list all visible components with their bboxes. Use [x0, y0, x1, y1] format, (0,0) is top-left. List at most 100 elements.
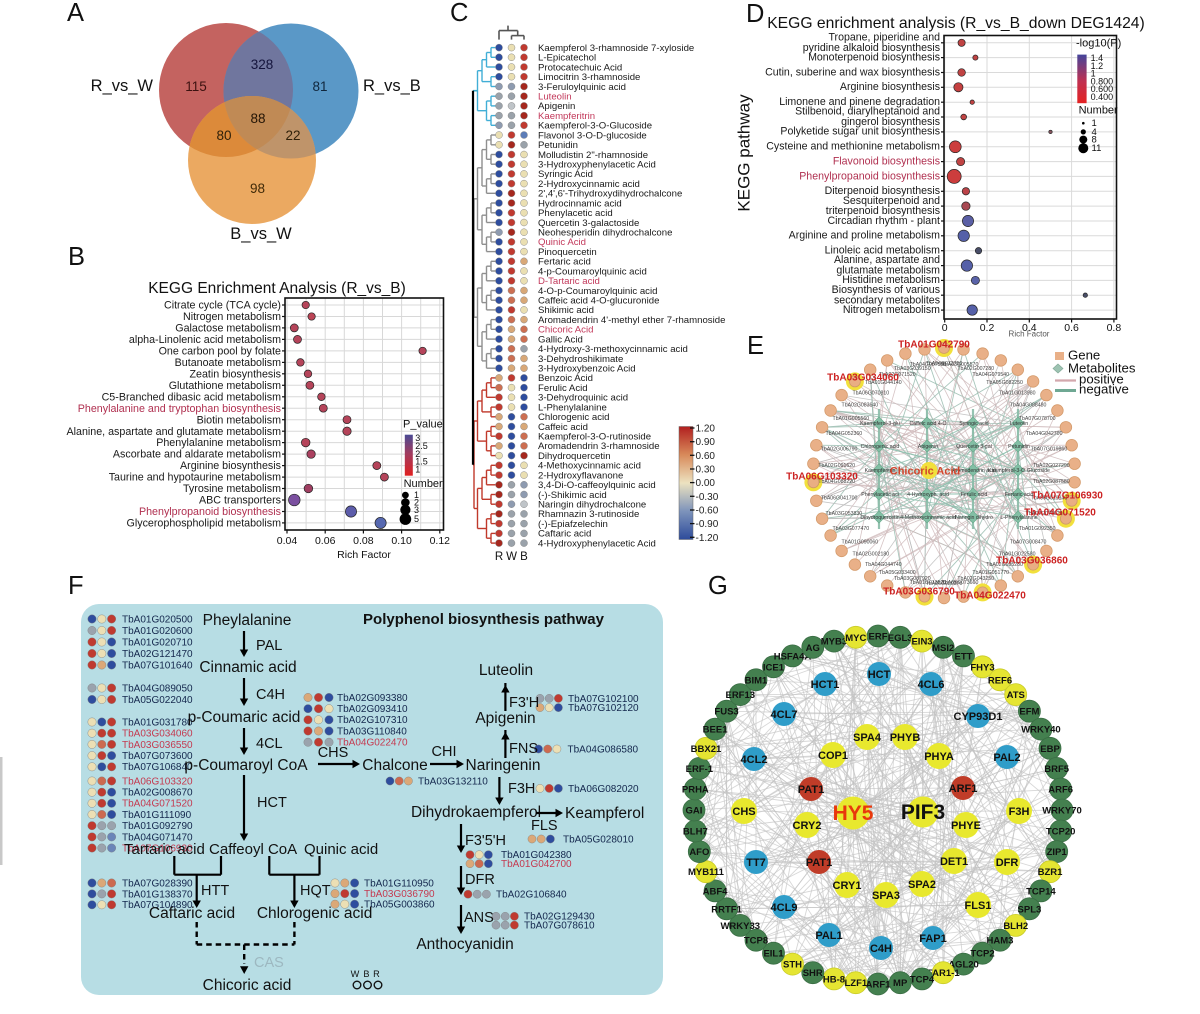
- svg-text:CRY2: CRY2: [793, 820, 822, 832]
- svg-text:BRF5: BRF5: [1044, 764, 1070, 775]
- svg-text:TbA01G020600: TbA01G020600: [122, 626, 193, 637]
- svg-text:TbA03G039150: TbA03G039150: [894, 366, 931, 372]
- svg-text:TbA04G089050: TbA04G089050: [122, 683, 193, 694]
- svg-text:G: G: [708, 572, 728, 600]
- svg-text:0.30: 0.30: [696, 464, 716, 475]
- svg-text:TbA02G107310: TbA02G107310: [337, 715, 408, 726]
- svg-text:TbA07G076920: TbA07G076920: [1026, 511, 1063, 517]
- svg-text:Zeatin biosynthesis: Zeatin biosynthesis: [190, 368, 282, 380]
- svg-text:TbA04G022470: TbA04G022470: [337, 738, 408, 749]
- svg-text:BIM1: BIM1: [745, 675, 768, 686]
- svg-text:TbA01G111090: TbA01G111090: [122, 810, 192, 821]
- svg-text:PAL: PAL: [256, 638, 282, 654]
- svg-text:TbA04G079540: TbA04G079540: [972, 372, 1009, 378]
- svg-text:BBX21: BBX21: [691, 744, 722, 755]
- svg-text:TbA04G086580: TbA04G086580: [568, 744, 639, 755]
- svg-text:4-p-Coumaroylquinic acid: 4-p-Coumaroylquinic acid: [538, 266, 647, 277]
- svg-text:MP: MP: [893, 978, 908, 989]
- svg-text:negative: negative: [1079, 382, 1129, 397]
- svg-text:TbA03G036790: TbA03G036790: [364, 889, 435, 900]
- svg-text:TbA07G102100: TbA07G102100: [568, 694, 639, 705]
- svg-text:Polyketide sugar unit biosynth: Polyketide sugar unit biosynthesis: [780, 126, 940, 138]
- svg-text:R: R: [373, 969, 380, 979]
- svg-text:3-Hydroxyphenylacetic Acid: 3-Hydroxyphenylacetic Acid: [538, 159, 656, 170]
- svg-text:SPA2: SPA2: [908, 879, 936, 891]
- svg-text:Phenylalanine metabolism: Phenylalanine metabolism: [156, 437, 281, 449]
- svg-text:MYB3: MYB3: [821, 637, 847, 648]
- svg-text:3: 3: [415, 433, 420, 443]
- svg-text:Kaempferol-3-glu: Kaempferol-3-glu: [860, 421, 900, 427]
- svg-text:0.00: 0.00: [696, 478, 716, 489]
- svg-text:Chicoric Acid: Chicoric Acid: [890, 466, 961, 478]
- svg-text:4CL6: 4CL6: [918, 679, 945, 691]
- svg-text:p-Coumaroyl CoA: p-Coumaroyl CoA: [184, 757, 308, 774]
- svg-text:TCP14: TCP14: [1026, 886, 1056, 897]
- svg-text:ERF: ERF: [869, 632, 888, 643]
- svg-text:TbA04G072750: TbA04G072750: [926, 361, 963, 367]
- svg-text:Naringin dihydrochalcone: Naringin dihydrochalcone: [538, 500, 646, 511]
- svg-text:Aromadendrin 3-rhamnoside: Aromadendrin 3-rhamnoside: [538, 441, 660, 452]
- svg-text:TbA02G095280: TbA02G095280: [986, 562, 1023, 568]
- svg-text:Syringic Acid: Syringic Acid: [538, 169, 593, 180]
- svg-text:4CL7: 4CL7: [771, 709, 798, 721]
- svg-text:Apigenin: Apigenin: [538, 101, 575, 112]
- svg-text:TbA07G019860: TbA07G019860: [1031, 447, 1068, 453]
- svg-text:Petunidin: Petunidin: [538, 140, 578, 151]
- svg-text:Glutathione metabolism: Glutathione metabolism: [169, 380, 281, 392]
- svg-text:1.20: 1.20: [696, 424, 716, 435]
- svg-text:PAL1: PAL1: [815, 930, 842, 942]
- svg-text:TbA04G071520: TbA04G071520: [122, 799, 193, 810]
- svg-text:-0.90: -0.90: [696, 519, 719, 530]
- svg-text:4-Hydroxyphenylacetic Acid: 4-Hydroxyphenylacetic Acid: [538, 538, 656, 549]
- svg-text:0.04: 0.04: [277, 535, 298, 547]
- svg-text:88: 88: [250, 111, 265, 126]
- svg-text:TbA07G028390: TbA07G028390: [122, 878, 193, 889]
- svg-text:B_vs_W: B_vs_W: [230, 225, 292, 243]
- svg-text:C4H: C4H: [256, 687, 285, 703]
- svg-text:L-Phenylalanine: L-Phenylalanine: [1000, 515, 1037, 521]
- svg-text:Biosynthesis of various: Biosynthesis of various: [832, 284, 940, 296]
- svg-text:F3'H: F3'H: [509, 695, 539, 711]
- svg-text:WRKY40: WRKY40: [1021, 725, 1061, 736]
- svg-text:ICE1: ICE1: [763, 662, 785, 673]
- svg-text:3-Dehydroshikimate: 3-Dehydroshikimate: [538, 354, 623, 365]
- svg-text:secondary metabolites: secondary metabolites: [834, 294, 940, 306]
- svg-text:TbA01G110950: TbA01G110950: [364, 878, 434, 889]
- svg-text:TbA07G104890: TbA07G104890: [122, 900, 193, 911]
- svg-text:0.6: 0.6: [1064, 322, 1079, 334]
- svg-text:HB-8: HB-8: [823, 974, 845, 985]
- svg-text:FHY3: FHY3: [970, 662, 994, 673]
- svg-text:1: 1: [1092, 118, 1097, 129]
- svg-text:TbA07G008470: TbA07G008470: [1010, 540, 1047, 546]
- svg-text:TbA07G106840: TbA07G106840: [122, 762, 193, 773]
- svg-text:PAT1: PAT1: [798, 784, 825, 796]
- svg-text:ARF6: ARF6: [1048, 785, 1073, 796]
- svg-text:FNS: FNS: [509, 741, 538, 757]
- svg-text:TbA06G103320: TbA06G103320: [786, 472, 858, 483]
- svg-text:MSI2: MSI2: [932, 643, 954, 654]
- svg-text:PHYE: PHYE: [951, 820, 981, 832]
- svg-text:TbA03G110840: TbA03G110840: [337, 726, 407, 737]
- svg-text:Chlorogenic acid: Chlorogenic acid: [538, 412, 609, 423]
- svg-text:positive: positive: [1079, 372, 1124, 387]
- svg-text:TbA01G044140: TbA01G044140: [865, 380, 902, 386]
- svg-text:RRTF1: RRTF1: [711, 904, 742, 915]
- svg-text:81: 81: [312, 79, 327, 94]
- svg-text:HCT: HCT: [257, 795, 287, 811]
- svg-text:11: 11: [1092, 143, 1102, 154]
- svg-text:TbA03G087920: TbA03G087920: [894, 576, 931, 582]
- svg-text:Naringin dihydro: Naringin dihydro: [955, 515, 993, 521]
- svg-text:Number: Number: [1079, 104, 1118, 116]
- svg-text:Nitrogen metabolism: Nitrogen metabolism: [843, 304, 940, 316]
- svg-text:D-Tartaric acid: D-Tartaric acid: [538, 276, 600, 287]
- svg-text:TbA01G042790: TbA01G042790: [898, 340, 970, 351]
- svg-text:TbA03G132110: TbA03G132110: [418, 776, 488, 787]
- svg-text:Arginine biosynthesis: Arginine biosynthesis: [180, 460, 281, 472]
- svg-text:TbA05G028010: TbA05G028010: [563, 834, 634, 845]
- svg-text:C5-Branched dibasic acid metab: C5-Branched dibasic acid metabolism: [102, 391, 281, 403]
- svg-text:Petunidin: Petunidin: [1008, 444, 1030, 450]
- svg-text:TbA01G031780: TbA01G031780: [122, 717, 193, 728]
- svg-text:EIL1: EIL1: [763, 949, 784, 960]
- svg-text:Luteolin: Luteolin: [1010, 421, 1028, 427]
- svg-text:Diterpenoid biosynthesis: Diterpenoid biosynthesis: [825, 185, 940, 197]
